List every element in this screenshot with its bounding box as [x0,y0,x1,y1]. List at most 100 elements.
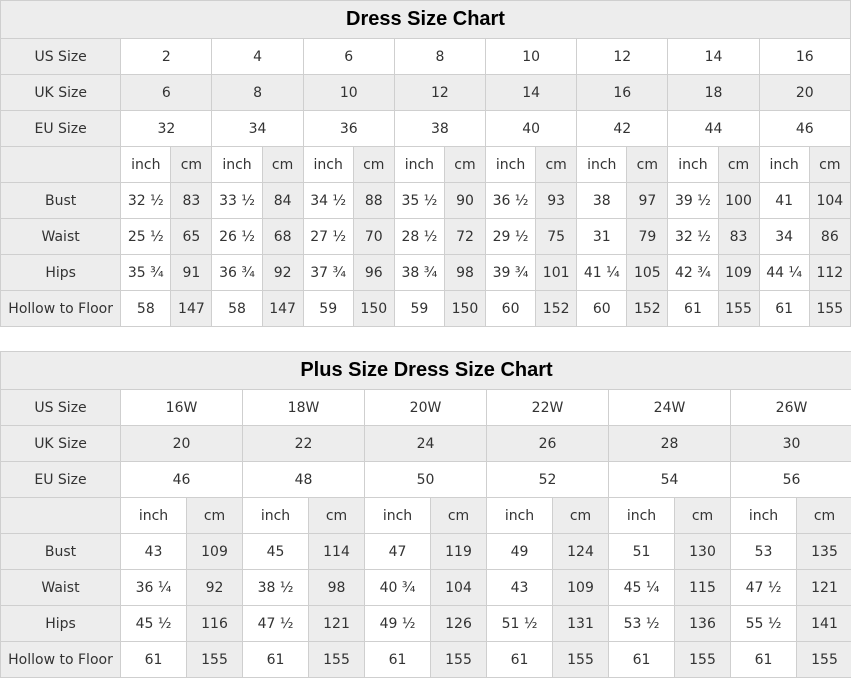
size-value-cell: 14 [667,38,760,75]
measure-cm-cell: 100 [717,182,760,219]
measure-row: Hollow to Floor 58 147 58 147 59 150 59 150 60 152… [0,290,851,327]
measure-row: Hips 45 ½ 116 47 ½ 121 49 ½ 126 51 ½ 131 53 ½ 136 5… [0,605,851,642]
measure-cm-cell: 92 [261,254,304,291]
row-label: Hips [0,254,122,291]
row-label: US Size [0,38,122,75]
measure-cm-cell: 92 [186,569,243,606]
measure-inch-cell: 29 ½ [485,218,537,255]
measure-cm-cell: 109 [552,569,609,606]
size-value-cell: 48 [242,461,365,498]
measure-cm-cell: 65 [170,218,213,255]
measure-inch-cell: 42 ¾ [667,254,719,291]
size-value-cell: 16 [576,74,669,111]
size-value-cell: 2 [120,38,213,75]
size-value-cell: 24 [364,425,487,462]
size-value-cell: 12 [576,38,669,75]
measure-cm-cell: 136 [674,605,731,642]
measure-row: Hollow to Floor 61 155 61 155 61 155 61 155 61 155… [0,641,851,678]
measure-inch-cell: 32 ½ [667,218,719,255]
measure-inch-cell: 60 [576,290,628,327]
measure-inch-cell: 34 [758,218,810,255]
size-value-cell: 10 [302,74,395,111]
row-label: Hollow to Floor [0,290,122,327]
measure-row: Waist 36 ¼ 92 38 ½ 98 40 ¾ 104 43 109 45 ¼ 115 47 ½… [0,569,851,606]
row-label: Bust [0,182,122,219]
row-label: EU Size [0,461,121,498]
unit-cm-cell: cm [170,146,213,183]
row-label: Waist [0,569,121,606]
size-value-cell: 22W [486,389,609,426]
size-value-cell: 36 [302,110,395,147]
measure-cm-cell: 155 [717,290,760,327]
row-label: UK Size [0,425,121,462]
measure-cm-cell: 152 [535,290,578,327]
measure-cm-cell: 131 [552,605,609,642]
size-value-cell: 40 [485,110,578,147]
size-value-cell: 46 [758,110,851,147]
unit-cm-cell: cm [674,497,731,534]
size-value-cell: 52 [486,461,609,498]
size-row: UK Size 20 22 24 26 28 30 [0,425,851,462]
measure-inch-cell: 61 [608,641,675,678]
measure-row: Bust 32 ½ 83 33 ½ 84 34 ½ 88 35 ½ 90 36 ½ 93 38 97 39… [0,182,851,219]
measure-cm-cell: 155 [674,641,731,678]
measure-inch-cell: 38 [576,182,628,219]
measure-inch-cell: 35 ¾ [120,254,172,291]
size-value-cell: 18W [242,389,365,426]
measure-inch-cell: 61 [758,290,810,327]
unit-inch-cell: inch [576,146,628,183]
measure-cm-cell: 75 [535,218,578,255]
unit-cm-cell: cm [795,497,851,534]
measure-inch-cell: 61 [364,641,431,678]
measure-cm-cell: 88 [352,182,395,219]
measure-cm-cell: 90 [443,182,487,219]
measure-inch-cell: 49 [486,533,553,570]
dress-size-chart-table: Dress Size Chart US Size 2 4 6 8 10 12 14 16 UK Si… [0,0,851,327]
measure-cm-cell: 147 [170,290,213,327]
unit-inch-cell: inch [608,497,675,534]
unit-inch-cell: inch [486,497,553,534]
unit-inch-cell: inch [485,146,537,183]
size-row: EU Size 32 34 36 38 40 42 44 46 [0,110,851,147]
measure-inch-cell: 61 [242,641,309,678]
row-label-empty [0,146,122,183]
size-value-cell: 20 [120,425,243,462]
measure-cm-cell: 141 [795,605,851,642]
unit-cm-cell: cm [717,146,760,183]
measure-inch-cell: 28 ½ [393,218,445,255]
size-value-cell: 46 [120,461,243,498]
unit-header-row: inch cm inch cm inch cm inch cm inch cm inch cm [0,497,851,534]
row-label: EU Size [0,110,122,147]
measure-inch-cell: 43 [486,569,553,606]
unit-inch-cell: inch [730,497,797,534]
measure-cm-cell: 72 [443,218,487,255]
measure-inch-cell: 38 ¾ [393,254,445,291]
size-row: EU Size 46 48 50 52 54 56 [0,461,851,498]
size-value-cell: 20 [758,74,851,111]
measure-inch-cell: 59 [393,290,445,327]
measure-cm-cell: 152 [626,290,669,327]
size-value-cell: 8 [211,74,304,111]
measure-inch-cell: 25 ½ [120,218,172,255]
measure-cm-cell: 155 [430,641,487,678]
measure-cm-cell: 150 [443,290,487,327]
measure-inch-cell: 33 ½ [211,182,263,219]
measure-inch-cell: 61 [120,641,187,678]
unit-header-row: inch cm inch cm inch cm inch cm inch cm inch cm inch… [0,146,851,183]
size-value-cell: 6 [302,38,395,75]
measure-inch-cell: 40 ¾ [364,569,431,606]
row-label-empty [0,497,121,534]
measure-inch-cell: 41 [758,182,810,219]
unit-inch-cell: inch [211,146,263,183]
measure-cm-cell: 96 [352,254,395,291]
measure-inch-cell: 45 ¼ [608,569,675,606]
unit-inch-cell: inch [302,146,354,183]
size-value-cell: 38 [393,110,487,147]
size-row: US Size 2 4 6 8 10 12 14 16 [0,38,851,75]
measure-inch-cell: 43 [120,533,187,570]
measure-inch-cell: 26 ½ [211,218,263,255]
measure-cm-cell: 155 [795,641,851,678]
size-value-cell: 54 [608,461,731,498]
measure-cm-cell: 104 [430,569,487,606]
